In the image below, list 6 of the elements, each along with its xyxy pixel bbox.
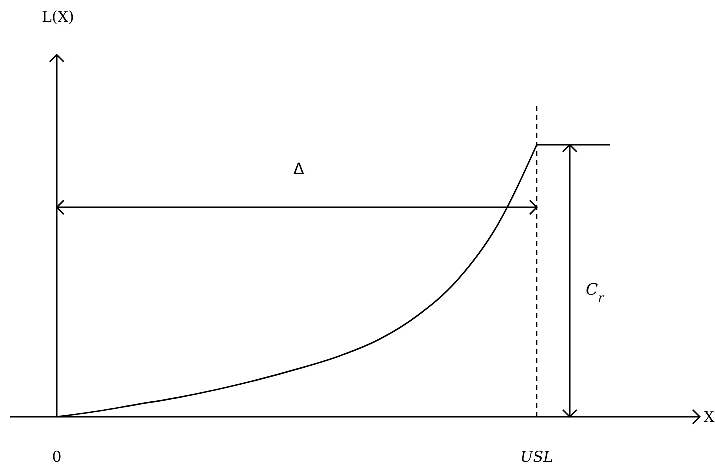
x-tick-label: USL xyxy=(520,448,554,466)
text: C$_{r}$ xyxy=(586,280,606,305)
ref-line-label: Δ xyxy=(294,160,305,179)
text: L(X) xyxy=(42,8,74,26)
text: X xyxy=(704,408,715,426)
x-tick-label: 0 xyxy=(52,448,62,466)
